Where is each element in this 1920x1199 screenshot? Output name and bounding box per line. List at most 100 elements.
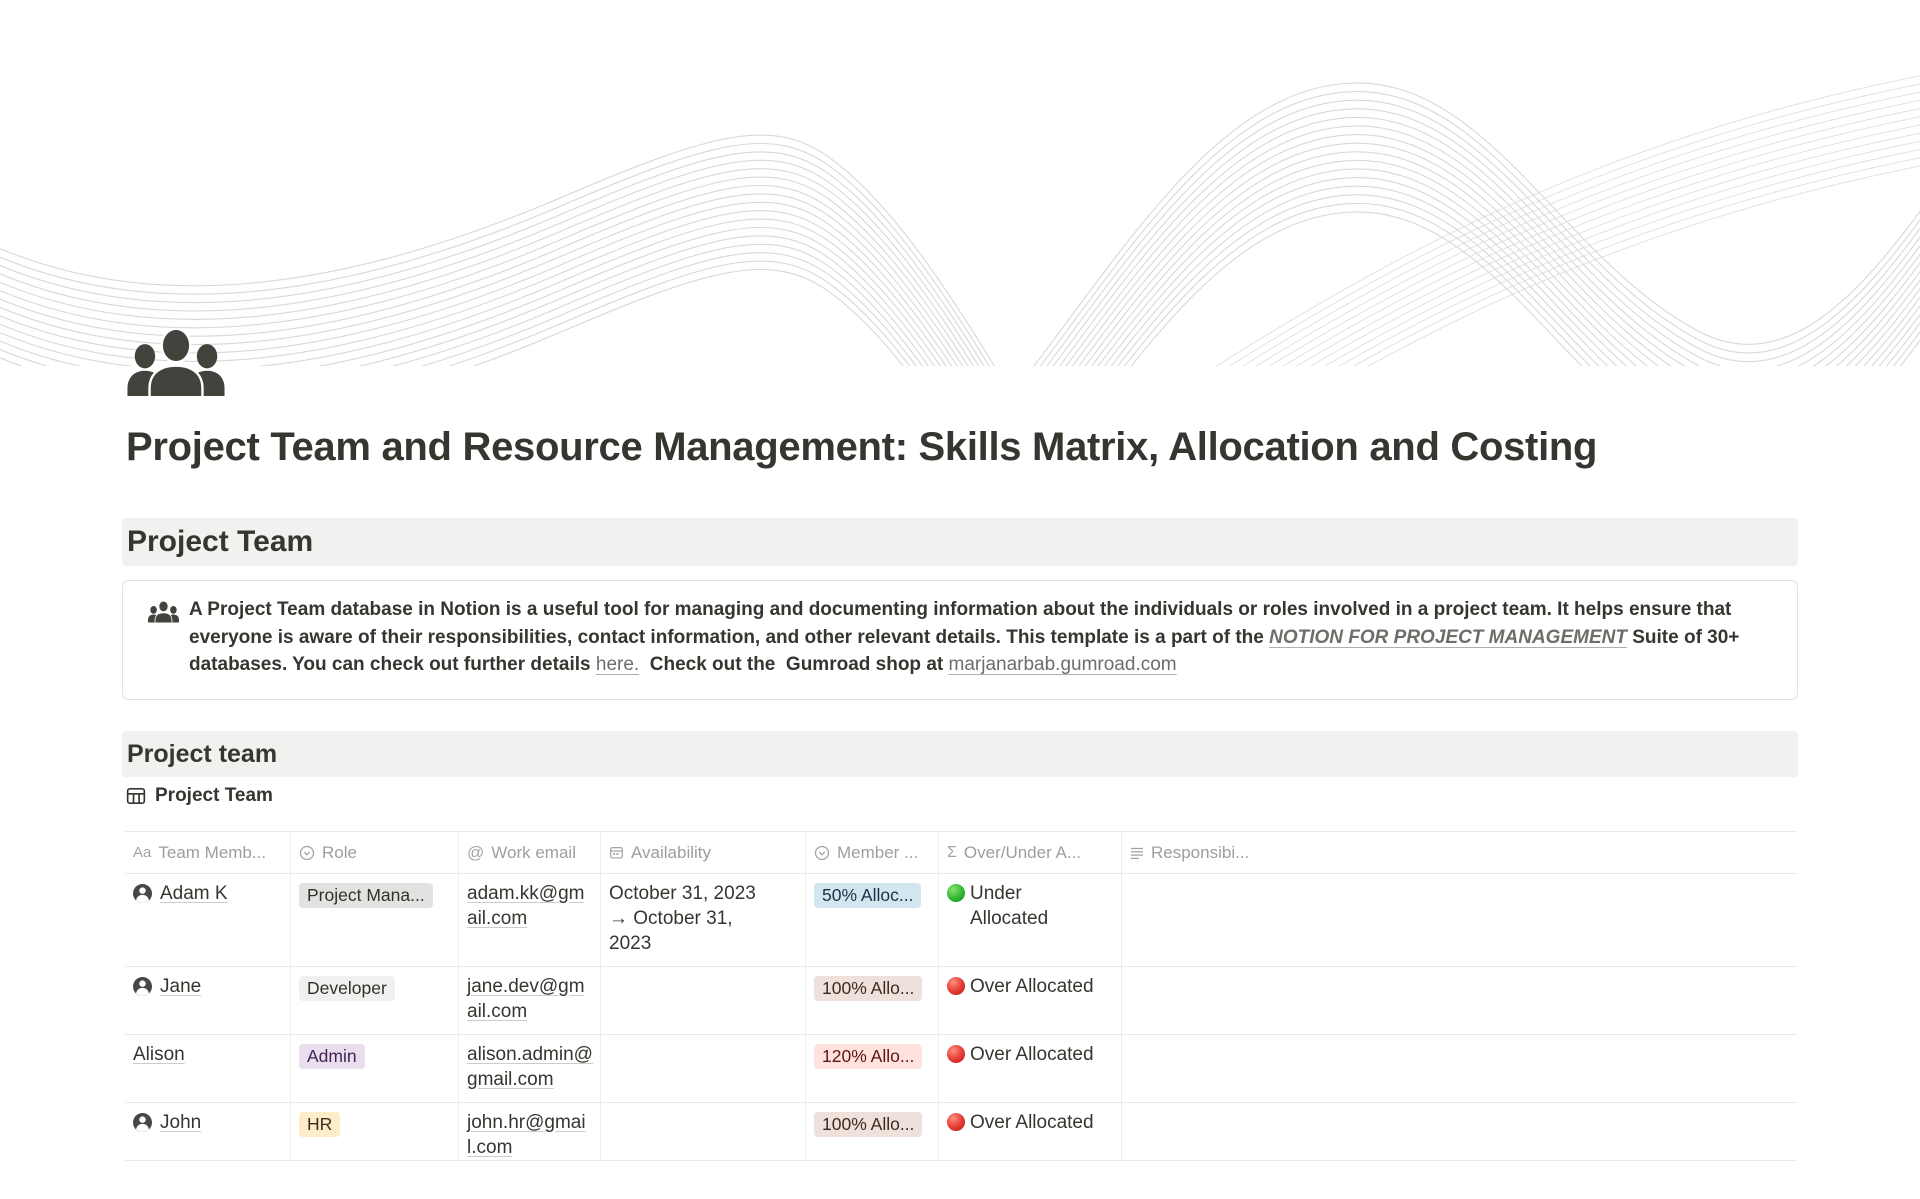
select-property-icon	[299, 845, 315, 861]
allocation-tag: 100% Allo...	[814, 1112, 923, 1137]
wave-lines-graphic	[0, 69, 1920, 366]
section-heading-1-text: Project Team	[127, 525, 314, 558]
status-label: Under Allocated	[970, 883, 1049, 929]
column-header-work-email[interactable]: @ Work email	[459, 832, 601, 873]
role-tag: Project Mana...	[299, 883, 433, 908]
column-header-role[interactable]: Role	[291, 832, 459, 873]
table-view-icon	[126, 787, 146, 805]
text-property-icon	[1130, 846, 1144, 860]
cell-work-email[interactable]: jane.dev@gmail.com	[459, 967, 601, 1034]
cell-team-member[interactable]: Alison	[125, 1035, 291, 1102]
cell-role[interactable]: Developer	[291, 967, 459, 1034]
cell-role[interactable]: Admin	[291, 1035, 459, 1102]
callout-text: A Project Team database in Notion is a u…	[189, 596, 1779, 699]
column-label: Availability	[631, 842, 712, 862]
cell-member-allocation[interactable]: 100% Allo...	[806, 1103, 939, 1160]
email-link[interactable]: jane.dev@gmail.com	[467, 976, 585, 1022]
notion-for-project-management-link[interactable]: NOTION FOR PROJECT MANAGEMENT	[1269, 626, 1627, 648]
role-tag: Developer	[299, 976, 395, 1001]
column-label: Member ...	[837, 842, 919, 862]
status-dot-green	[947, 884, 965, 902]
member-name[interactable]: Jane	[160, 976, 202, 997]
email-link[interactable]: alison.admin@gmail.com	[467, 1044, 593, 1090]
cell-over-under-allocation[interactable]: Over Allocated	[939, 967, 1122, 1034]
cell-member-allocation[interactable]: 50% Alloc...	[806, 874, 939, 966]
cell-member-allocation[interactable]: 100% Allo...	[806, 967, 939, 1034]
formula-property-icon: Σ	[947, 843, 957, 861]
callout-segment: Check out the Gumroad shop at	[639, 654, 949, 675]
allocation-tag: 120% Allo...	[814, 1044, 923, 1069]
cell-team-member[interactable]: Jane	[125, 967, 291, 1034]
date-property-icon	[609, 845, 624, 860]
allocation-tag: 100% Allo...	[814, 976, 923, 1001]
page-title: Project Team and Resource Management: Sk…	[126, 425, 1598, 469]
people-group-icon	[148, 600, 179, 624]
page-icon-people-group[interactable]	[126, 327, 226, 399]
status-dot-red	[947, 977, 965, 995]
status-dot-red	[947, 1113, 965, 1131]
cell-work-email[interactable]: alison.admin@gmail.com	[459, 1035, 601, 1102]
cell-team-member[interactable]: John	[125, 1103, 291, 1160]
table-header-row: Aa Team Memb... Role @ Work email Availa…	[125, 831, 1797, 874]
person-avatar-icon	[133, 884, 152, 903]
column-label: Over/Under A...	[963, 842, 1082, 862]
column-header-responsibilities[interactable]: Responsibi...	[1122, 832, 1797, 873]
status-label: Over Allocated	[970, 1112, 1094, 1133]
status-label: Over Allocated	[970, 976, 1094, 997]
cell-availability[interactable]	[601, 967, 806, 1034]
date-range: October 31, 2023 → October 31, 2023	[609, 883, 756, 954]
project-team-table: Aa Team Memb... Role @ Work email Availa…	[125, 831, 1797, 1161]
member-name[interactable]: Adam K	[160, 883, 228, 904]
here-link[interactable]: here.	[595, 654, 640, 675]
email-link[interactable]: john.hr@gmail.com	[467, 1112, 586, 1158]
table-row: Jane Developer jane.dev@gmail.com 100% A…	[125, 967, 1797, 1035]
database-view-title[interactable]: Project Team	[126, 785, 273, 807]
cell-over-under-allocation[interactable]: Over Allocated	[939, 1103, 1122, 1160]
callout-segment: A Project Team database in Notion is a u…	[189, 599, 1737, 648]
title-property-icon: Aa	[133, 844, 152, 861]
table-row: Adam K Project Mana... adam.kk@gmail.com…	[125, 874, 1797, 967]
email-link[interactable]: adam.kk@gmail.com	[467, 883, 585, 929]
email-property-icon: @	[467, 842, 485, 862]
cell-responsibilities[interactable]	[1122, 1103, 1797, 1160]
person-avatar-icon	[133, 1113, 152, 1132]
section-heading-project-team-lower: Project team	[122, 731, 1798, 777]
status-dot-red	[947, 1045, 965, 1063]
member-name[interactable]: Alison	[133, 1044, 185, 1065]
column-header-availability[interactable]: Availability	[601, 832, 806, 873]
column-label: Team Memb...	[158, 842, 267, 862]
person-avatar-icon	[133, 977, 152, 996]
status-label: Over Allocated	[970, 1044, 1094, 1065]
cell-over-under-allocation[interactable]: Under Allocated	[939, 874, 1122, 966]
member-name[interactable]: John	[160, 1112, 202, 1133]
cell-over-under-allocation[interactable]: Over Allocated	[939, 1035, 1122, 1102]
cell-responsibilities[interactable]	[1122, 1035, 1797, 1102]
cell-availability[interactable]: October 31, 2023 → October 31, 2023	[601, 874, 806, 966]
column-header-member-allocation[interactable]: Member ...	[806, 832, 939, 873]
allocation-tag: 50% Alloc...	[814, 883, 922, 908]
column-header-over-under-allocation[interactable]: Σ Over/Under A...	[939, 832, 1122, 873]
gumroad-link[interactable]: marjanarbab.gumroad.com	[948, 654, 1177, 675]
role-tag: HR	[299, 1112, 341, 1137]
column-label: Role	[322, 842, 357, 862]
cell-member-allocation[interactable]: 120% Allo...	[806, 1035, 939, 1102]
role-tag: Admin	[299, 1044, 365, 1069]
select-property-icon	[814, 845, 830, 861]
cell-role[interactable]: Project Mana...	[291, 874, 459, 966]
table-row: John HR john.hr@gmail.com 100% Allo... O…	[125, 1103, 1797, 1161]
page-cover-wave-pattern	[0, 0, 1920, 366]
column-header-team-member[interactable]: Aa Team Memb...	[125, 832, 291, 873]
cell-availability[interactable]	[601, 1035, 806, 1102]
cell-work-email[interactable]: adam.kk@gmail.com	[459, 874, 601, 966]
callout-segment: Suite of 30+ databases. You can check ou…	[189, 626, 1745, 676]
callout-block: A Project Team database in Notion is a u…	[122, 580, 1798, 700]
cell-work-email[interactable]: john.hr@gmail.com	[459, 1103, 601, 1160]
column-label: Work email	[491, 842, 576, 862]
cell-availability[interactable]	[601, 1103, 806, 1160]
cell-responsibilities[interactable]	[1122, 874, 1797, 966]
database-title-text: Project Team	[155, 785, 273, 806]
cell-responsibilities[interactable]	[1122, 967, 1797, 1034]
cell-team-member[interactable]: Adam K	[125, 874, 291, 966]
cell-role[interactable]: HR	[291, 1103, 459, 1160]
